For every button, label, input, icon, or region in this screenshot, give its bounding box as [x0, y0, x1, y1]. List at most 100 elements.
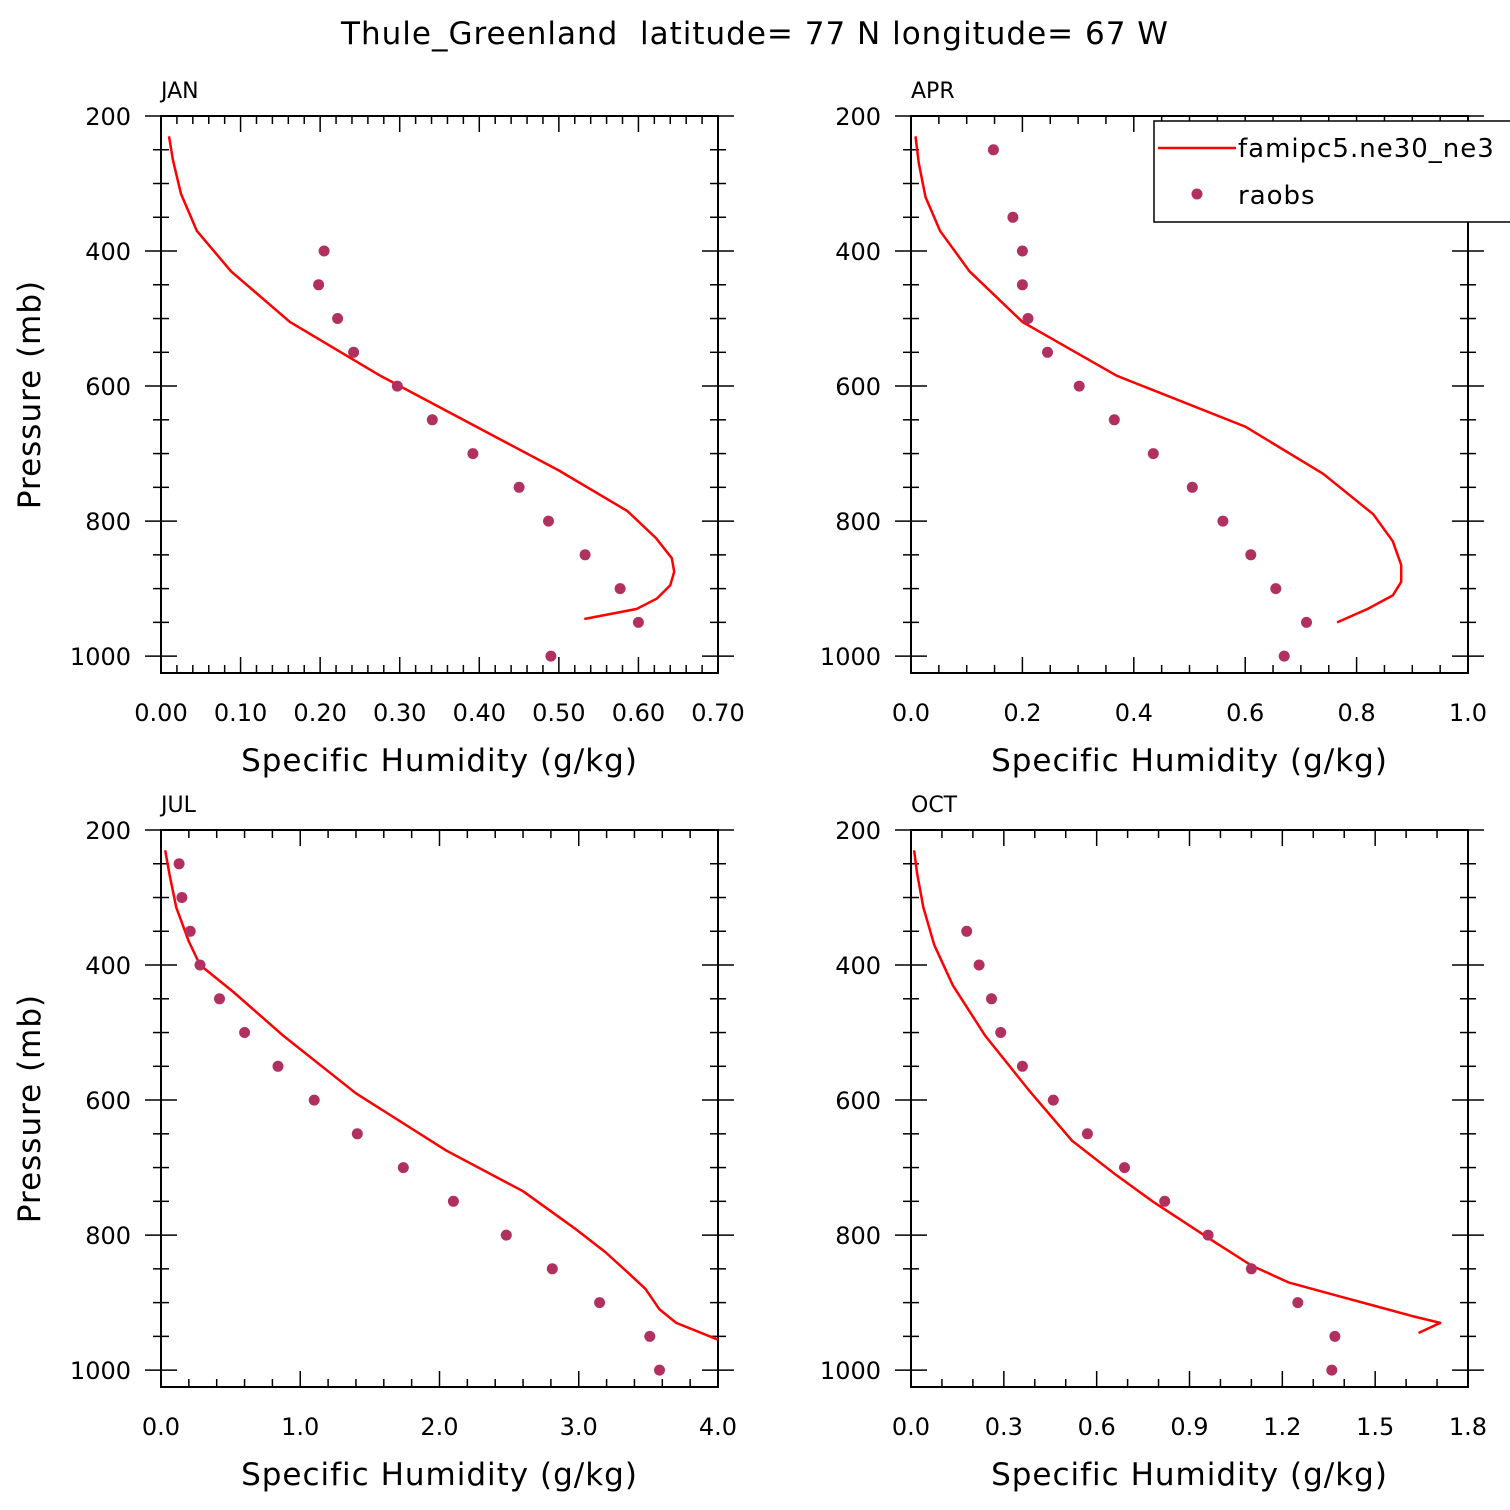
y-tick-label: 800 [835, 508, 881, 536]
panel-apr: APR 0.0 0.2 0.4 0.6 0.8 1.0 200 400 600 800 1000 Spe… [820, 79, 1487, 779]
raobs-point [351, 1128, 363, 1140]
raobs-point [579, 549, 591, 561]
plot-frame [160, 829, 719, 1388]
raobs-point [654, 1364, 665, 1376]
raobs-point [391, 380, 403, 392]
x-tick-label: 0.9 [1170, 1413, 1208, 1441]
raobs-point [1202, 1229, 1214, 1241]
raobs-point [332, 313, 344, 324]
model-profile-line [912, 850, 1442, 1335]
panel-jan: JAN 0.00 0.10 0.20 0.30 0.40 0.50 0.60 0.70 200 40… [12, 79, 745, 779]
raobs-point [961, 925, 973, 937]
y-tick-label: 400 [85, 238, 131, 266]
x-tick-label: 2.0 [420, 1413, 458, 1441]
raobs-point [1217, 515, 1229, 527]
raobs-point [995, 1027, 1007, 1038]
raobs-point [1278, 650, 1290, 662]
y-tick-label: 800 [85, 508, 131, 536]
raobs-point [1016, 245, 1028, 257]
panel-label: JAN [159, 79, 199, 104]
y-tick-label: 200 [85, 103, 131, 131]
x-tick-label: 1.8 [1449, 1413, 1487, 1441]
x-tick-label: 0.40 [453, 699, 506, 727]
panel-label: JUL [159, 793, 197, 818]
raobs-point [447, 1195, 459, 1207]
plot-frame [160, 115, 719, 674]
raobs-point [1047, 1094, 1059, 1106]
y-tick-label: 600 [85, 1087, 131, 1115]
y-tick-label: 600 [835, 373, 881, 401]
model-profile-line [163, 850, 719, 1341]
x-tick-label: 0.3 [985, 1413, 1023, 1441]
raobs-point [1022, 313, 1034, 324]
raobs-point [348, 346, 360, 358]
raobs-point [1245, 1263, 1257, 1275]
y-tick-label: 200 [835, 103, 881, 131]
raobs-point [644, 1330, 656, 1342]
x-axis-title: Specific Humidity (g/kg) [991, 743, 1388, 779]
y-tick-label: 400 [85, 952, 131, 980]
y-tick-label: 1000 [70, 1357, 131, 1385]
y-axis-title: Pressure (mb) [12, 280, 48, 509]
x-axis-title: Specific Humidity (g/kg) [991, 1457, 1388, 1493]
panel-label: OCT [911, 793, 958, 818]
figure-title: Thule_Greenland latitude= 77 N longitude… [340, 16, 1169, 52]
x-tick-label: 0.70 [691, 699, 744, 727]
x-tick-label: 1.5 [1356, 1413, 1394, 1441]
raobs-point [1016, 279, 1028, 291]
y-tick-label: 200 [835, 817, 881, 845]
raobs-point [194, 959, 206, 971]
raobs-point [1292, 1297, 1304, 1309]
raobs-point [184, 925, 196, 937]
raobs-point [1147, 448, 1159, 460]
x-tick-label: 0.60 [612, 699, 665, 727]
raobs-point [986, 993, 997, 1005]
x-tick-label: 1.2 [1263, 1413, 1301, 1441]
raobs-point [1119, 1162, 1130, 1174]
raobs-point [1073, 380, 1085, 392]
raobs-point [1329, 1330, 1341, 1342]
raobs-point [318, 245, 330, 257]
raobs-point [1108, 414, 1120, 426]
raobs-point [987, 144, 999, 156]
y-axis-title: Pressure (mb) [12, 994, 48, 1223]
y-tick-label: 1000 [820, 1357, 881, 1385]
panel-oct: OCT 0.0 0.3 0.6 0.9 1.2 1.5 1.8 200 400 600 800 1000… [820, 793, 1487, 1493]
x-tick-label: 1.0 [281, 1413, 319, 1441]
x-tick-label: 0.2 [1003, 699, 1041, 727]
x-axis-title: Specific Humidity (g/kg) [241, 743, 638, 779]
raobs-point [467, 448, 479, 460]
y-tick-label: 400 [835, 238, 881, 266]
panel-jul: JUL 0.0 1.0 2.0 3.0 4.0 200 400 600 800 1000 Specif… [12, 793, 737, 1493]
x-tick-label: 0.10 [214, 699, 267, 727]
y-tick-label: 800 [835, 1222, 881, 1250]
panels: JAN 0.00 0.10 0.20 0.30 0.40 0.50 0.60 0.70 200 40… [12, 79, 1487, 1493]
raobs-point [214, 993, 225, 1005]
raobs-point [614, 583, 626, 595]
legend-label-model: famipc5.ne30_ne3 [1238, 134, 1495, 164]
raobs-point [1245, 549, 1257, 561]
x-tick-label: 0.0 [142, 1413, 180, 1441]
legend: famipc5.ne30_ne3 raobs [1153, 120, 1510, 223]
raobs-point [1007, 211, 1019, 223]
raobs-point [594, 1297, 606, 1309]
raobs-point [1186, 481, 1198, 493]
raobs-point [1270, 583, 1282, 595]
model-profile-line [914, 136, 1403, 624]
legend-dot-swatch [1191, 188, 1203, 200]
raobs-point [632, 616, 644, 628]
x-tick-label: 0.20 [293, 699, 346, 727]
raobs-point [308, 1094, 320, 1106]
raobs-point [1016, 1060, 1028, 1072]
legend-box [1153, 120, 1510, 223]
raobs-point [1081, 1128, 1093, 1140]
raobs-point [543, 515, 554, 527]
raobs-point [313, 279, 325, 291]
raobs-point [176, 892, 188, 903]
y-tick-label: 1000 [70, 643, 131, 671]
x-tick-label: 0.6 [1078, 1413, 1116, 1441]
x-tick-label: 0.6 [1226, 699, 1264, 727]
y-tick-label: 600 [835, 1087, 881, 1115]
raobs-point [1326, 1364, 1338, 1376]
raobs-point [426, 414, 438, 426]
